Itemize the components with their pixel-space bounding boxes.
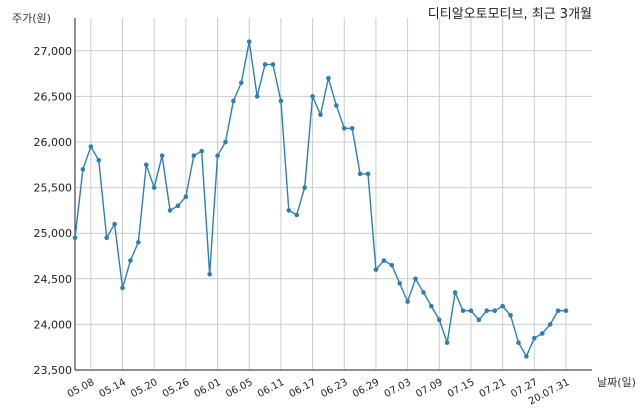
data-point bbox=[508, 312, 513, 318]
data-point bbox=[468, 308, 474, 314]
data-point bbox=[270, 62, 276, 67]
data-point bbox=[405, 299, 410, 304]
data-point bbox=[278, 98, 284, 104]
data-point bbox=[436, 317, 442, 323]
data-point bbox=[532, 335, 537, 341]
data-point bbox=[397, 281, 402, 286]
y-tick-label: 26,000 bbox=[34, 136, 73, 149]
data-point bbox=[341, 126, 347, 131]
x-tick-label: 06.17 bbox=[288, 377, 318, 400]
x-tick-label: 06.29 bbox=[351, 377, 381, 400]
data-point bbox=[516, 340, 521, 345]
data-point bbox=[484, 308, 490, 314]
data-point bbox=[262, 62, 268, 67]
data-point bbox=[334, 103, 339, 108]
data-point bbox=[555, 308, 561, 314]
price-series bbox=[72, 39, 569, 359]
data-point bbox=[199, 148, 205, 154]
data-point bbox=[167, 208, 173, 213]
data-point bbox=[444, 340, 450, 345]
y-axis-label: 주가(원) bbox=[12, 12, 51, 25]
data-point bbox=[231, 98, 236, 104]
data-point bbox=[429, 303, 434, 309]
data-point bbox=[215, 153, 220, 158]
data-point bbox=[492, 308, 498, 314]
data-point bbox=[563, 308, 569, 314]
x-tick-label: 05.14 bbox=[97, 377, 127, 400]
x-tick-label: 07.21 bbox=[478, 377, 508, 400]
data-point bbox=[239, 80, 244, 86]
data-point bbox=[88, 144, 94, 149]
data-point bbox=[294, 212, 300, 218]
data-point bbox=[254, 94, 260, 99]
x-tick-label: 07.03 bbox=[383, 377, 413, 400]
y-tick-label: 23,500 bbox=[34, 364, 73, 377]
data-point bbox=[136, 240, 141, 245]
data-point bbox=[524, 354, 529, 359]
data-point bbox=[207, 271, 212, 277]
data-point bbox=[365, 171, 371, 177]
data-point bbox=[539, 331, 545, 336]
x-tick-label: 06.01 bbox=[193, 377, 223, 400]
data-point bbox=[547, 322, 553, 327]
x-tick-label: 07.09 bbox=[414, 377, 444, 400]
grid bbox=[75, 18, 592, 371]
data-point bbox=[389, 262, 395, 268]
data-point bbox=[175, 203, 181, 209]
data-point bbox=[151, 185, 157, 190]
chart-title: 디티알오토모티브, 최근 3개월 bbox=[428, 7, 592, 22]
y-tick-label: 24,500 bbox=[34, 273, 73, 286]
data-point bbox=[326, 75, 331, 81]
data-point bbox=[421, 290, 426, 295]
data-point bbox=[302, 185, 307, 190]
x-tick-label: 05.20 bbox=[129, 377, 159, 400]
data-point bbox=[159, 153, 165, 158]
data-point bbox=[318, 112, 323, 117]
data-point bbox=[381, 258, 387, 263]
y-tick-label: 27,000 bbox=[34, 45, 73, 58]
data-point bbox=[112, 221, 117, 227]
data-point bbox=[191, 153, 197, 158]
data-point bbox=[223, 139, 228, 145]
data-point bbox=[143, 162, 149, 168]
data-point bbox=[349, 126, 355, 131]
x-tick-label: 06.05 bbox=[224, 377, 254, 400]
y-tick-label: 25,000 bbox=[34, 227, 73, 240]
y-tick-label: 25,500 bbox=[34, 182, 73, 195]
x-tick-label: 07.15 bbox=[446, 377, 476, 400]
x-axis-label: 날짜(일) bbox=[597, 375, 636, 389]
x-tick-label: 06.11 bbox=[256, 377, 286, 400]
x-tick-label: 06.23 bbox=[319, 377, 349, 400]
data-point bbox=[104, 235, 109, 241]
y-tick-label: 24,000 bbox=[34, 318, 73, 331]
data-point bbox=[96, 157, 102, 163]
data-point bbox=[460, 308, 466, 314]
x-tick-label: 05.26 bbox=[161, 377, 191, 400]
data-point bbox=[80, 167, 86, 172]
data-point bbox=[128, 258, 133, 263]
data-point bbox=[72, 235, 78, 241]
x-tick-label: 05.08 bbox=[66, 377, 96, 400]
data-point bbox=[286, 208, 292, 213]
data-point bbox=[452, 290, 458, 295]
data-point bbox=[357, 171, 363, 177]
data-point bbox=[246, 39, 252, 44]
data-point bbox=[183, 194, 189, 200]
data-point bbox=[120, 285, 125, 291]
data-point bbox=[476, 317, 482, 323]
data-point bbox=[373, 267, 379, 272]
data-point bbox=[500, 303, 505, 309]
y-tick-label: 26,500 bbox=[34, 90, 73, 103]
price-line bbox=[74, 41, 566, 358]
axes bbox=[74, 18, 592, 371]
data-point bbox=[310, 94, 315, 99]
data-point bbox=[413, 276, 418, 282]
